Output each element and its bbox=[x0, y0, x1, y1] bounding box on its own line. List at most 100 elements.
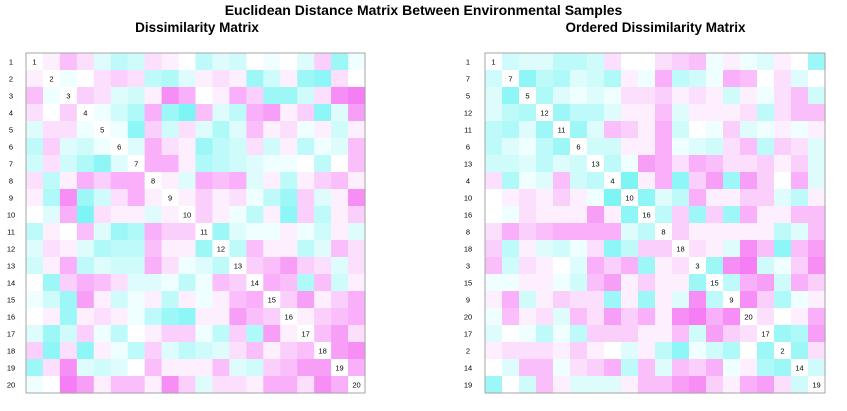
left-matrix-cell bbox=[195, 325, 214, 343]
right-matrix-cell bbox=[587, 325, 605, 343]
right-matrix-cell bbox=[553, 376, 571, 394]
left-matrix-cell bbox=[246, 257, 264, 275]
right-matrix-row-label: 6 bbox=[466, 143, 470, 152]
left-matrix-cell bbox=[314, 308, 332, 326]
left-matrix-diagonal-label: 1 bbox=[32, 58, 36, 67]
right-matrix-cell bbox=[638, 359, 656, 377]
left-matrix-cell bbox=[348, 342, 366, 360]
left-matrix-cell bbox=[42, 87, 61, 105]
left-matrix-cell bbox=[26, 70, 44, 88]
right-matrix-cell bbox=[655, 291, 673, 309]
left-matrix-cell bbox=[144, 189, 163, 207]
left-matrix-cell bbox=[144, 104, 163, 122]
right-matrix-row-label: 3 bbox=[466, 262, 470, 271]
right-matrix-row-label: 10 bbox=[464, 194, 472, 203]
right-matrix-cell bbox=[553, 206, 571, 224]
right-matrix-cell bbox=[485, 87, 503, 105]
left-matrix-diagonal-label: 10 bbox=[183, 211, 191, 220]
left-matrix-cell bbox=[212, 138, 230, 156]
left-matrix-cell bbox=[229, 172, 247, 190]
left-matrix-cell bbox=[280, 121, 298, 139]
left-matrix-cell bbox=[212, 206, 230, 224]
left-matrix-cell bbox=[110, 291, 129, 309]
right-matrix-cell bbox=[485, 121, 503, 139]
right-matrix-cell bbox=[485, 70, 503, 88]
left-matrix-cell bbox=[42, 104, 61, 122]
left-matrix-cell bbox=[127, 121, 146, 139]
right-matrix-cell bbox=[502, 53, 520, 71]
left-matrix-cell bbox=[297, 138, 315, 156]
right-matrix-cell bbox=[740, 138, 758, 156]
right-matrix-cell bbox=[740, 53, 758, 71]
left-matrix-cell bbox=[127, 291, 146, 309]
right-matrix-cell bbox=[638, 240, 656, 258]
right-matrix-cell bbox=[723, 53, 741, 71]
right-matrix-cell bbox=[655, 342, 673, 360]
right-matrix-border bbox=[484, 52, 826, 394]
left-matrix-cell bbox=[76, 53, 95, 71]
left-matrix-cell bbox=[93, 189, 112, 207]
left-matrix-cell bbox=[76, 121, 95, 139]
right-matrix-cell bbox=[621, 325, 639, 343]
left-matrix-row-label: 19 bbox=[7, 364, 15, 373]
left-matrix-cell bbox=[127, 240, 146, 258]
right-matrix-cell bbox=[740, 308, 758, 326]
right-matrix-cell bbox=[808, 53, 826, 71]
left-matrix-cell bbox=[314, 189, 332, 207]
right-matrix-cell bbox=[502, 87, 520, 105]
left-matrix-cell bbox=[348, 274, 366, 292]
right-matrix-cell bbox=[553, 155, 571, 173]
left-matrix-cell bbox=[246, 376, 264, 394]
left-matrix-cell bbox=[178, 104, 197, 122]
right-matrix-cell bbox=[774, 121, 792, 139]
right-matrix-row-label: 2 bbox=[466, 347, 470, 356]
right-matrix-cell bbox=[689, 206, 707, 224]
right-matrix-cell bbox=[604, 121, 622, 139]
right-matrix-cell bbox=[604, 359, 622, 377]
right-matrix-cell bbox=[553, 172, 571, 190]
right-matrix-cell bbox=[723, 87, 741, 105]
left-matrix-cell bbox=[348, 70, 366, 88]
left-matrix-cell bbox=[93, 325, 112, 343]
right-matrix-cell bbox=[536, 291, 554, 309]
left-matrix-cell bbox=[280, 376, 298, 394]
right-matrix-cell bbox=[655, 325, 673, 343]
right-matrix-cell bbox=[502, 274, 520, 292]
left-matrix-cell bbox=[42, 325, 61, 343]
left-matrix-cell bbox=[76, 376, 95, 394]
right-matrix-cell bbox=[621, 240, 639, 258]
right-matrix-cell bbox=[553, 138, 571, 156]
left-matrix-cell bbox=[348, 138, 366, 156]
left-matrix-cell bbox=[297, 376, 315, 394]
right-matrix-cell bbox=[672, 342, 690, 360]
left-matrix-cell bbox=[127, 359, 146, 377]
right-matrix-cell bbox=[587, 155, 605, 173]
right-matrix-cell bbox=[791, 325, 809, 343]
left-matrix-cell bbox=[229, 342, 247, 360]
left-matrix-cell bbox=[348, 155, 366, 173]
left-matrix-cell bbox=[263, 376, 281, 394]
left-matrix-cell bbox=[348, 189, 366, 207]
left-matrix-cell bbox=[314, 155, 332, 173]
right-matrix-cell bbox=[570, 240, 588, 258]
right-matrix-cell bbox=[740, 376, 758, 394]
right-matrix-cell bbox=[689, 240, 707, 258]
right-matrix-cell bbox=[723, 104, 741, 122]
left-matrix-cell bbox=[195, 359, 214, 377]
left-matrix-cell bbox=[110, 121, 129, 139]
right-matrix-diagonal-label: 19 bbox=[812, 381, 820, 390]
right-matrix-cell bbox=[655, 257, 673, 275]
left-matrix-cell bbox=[93, 240, 112, 258]
left-matrix-cell bbox=[212, 172, 230, 190]
right-matrix-cell bbox=[638, 223, 656, 241]
right-matrix-cell bbox=[536, 70, 554, 88]
left-matrix-row-label: 1 bbox=[9, 58, 13, 67]
right-matrix-cell bbox=[791, 308, 809, 326]
left-matrix-cell bbox=[178, 240, 197, 258]
left-matrix-cell bbox=[59, 257, 78, 275]
right-matrix-cell bbox=[536, 53, 554, 71]
left-matrix-cell bbox=[76, 70, 95, 88]
right-matrix-cell bbox=[791, 53, 809, 71]
right-matrix-cell bbox=[689, 274, 707, 292]
right-matrix-cell bbox=[723, 223, 741, 241]
